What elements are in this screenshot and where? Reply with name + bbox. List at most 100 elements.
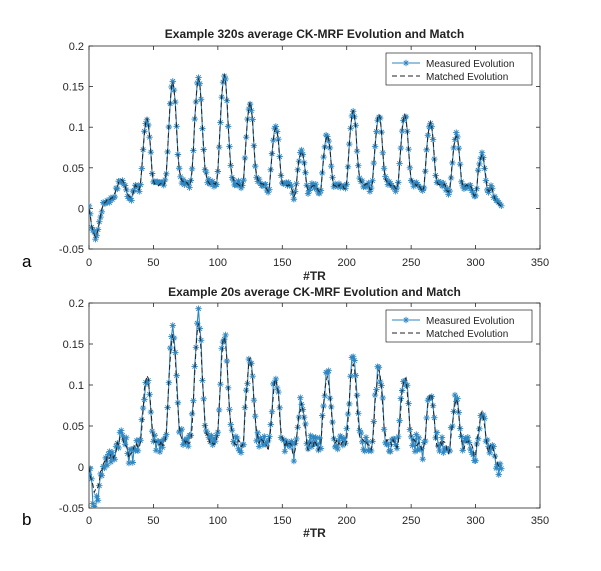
measured-point <box>333 442 340 450</box>
x-tick-label: 250 <box>402 515 420 527</box>
measured-point <box>263 186 271 194</box>
measured-point <box>196 325 204 332</box>
measured-point <box>398 127 406 135</box>
measured-point <box>395 433 402 440</box>
y-tick-label: 0.1 <box>69 122 84 134</box>
measured-point <box>313 440 321 448</box>
measured-point <box>228 174 236 181</box>
measured-point <box>266 433 273 440</box>
measured-point <box>209 441 216 449</box>
measured-point <box>106 199 113 206</box>
matched-line <box>89 323 502 495</box>
measured-point <box>227 421 234 428</box>
measured-point <box>316 190 323 197</box>
x-tick-label: 100 <box>209 515 227 527</box>
measured-point <box>406 426 414 433</box>
measured-point <box>308 443 316 450</box>
measured-point <box>112 443 120 450</box>
measured-point <box>257 434 264 442</box>
measured-point <box>173 372 180 379</box>
measured-point <box>105 451 112 458</box>
y-tick-label: -0.05 <box>59 244 84 256</box>
measured-point <box>306 438 313 446</box>
measured-point <box>464 184 472 191</box>
x-tick-label: 250 <box>402 257 420 269</box>
measured-point <box>194 320 201 327</box>
measured-point <box>411 448 419 455</box>
measured-point <box>401 377 408 385</box>
measured-point <box>89 500 97 507</box>
measured-point <box>328 163 335 170</box>
measured-point <box>371 143 379 150</box>
measured-point <box>464 434 472 441</box>
measured-point <box>460 438 468 445</box>
measured-point <box>197 337 205 344</box>
measured-point <box>134 183 142 190</box>
measured-point <box>90 503 98 508</box>
measured-point <box>275 135 282 143</box>
measured-point <box>422 437 429 445</box>
measured-point <box>235 445 242 453</box>
measured-point <box>185 443 192 450</box>
measured-point <box>324 370 331 377</box>
measured-point <box>272 123 280 130</box>
measured-point <box>375 364 383 371</box>
measured-point <box>172 349 179 356</box>
measured-point <box>311 184 318 192</box>
measured-point <box>379 149 386 157</box>
measured-point <box>250 396 258 404</box>
measured-point <box>103 462 111 469</box>
measured-point <box>357 429 365 437</box>
measured-point <box>176 165 183 172</box>
measured-point <box>356 427 363 434</box>
measured-point <box>214 428 222 436</box>
measured-point <box>181 436 188 444</box>
measured-point <box>364 439 371 446</box>
measured-point <box>364 182 371 189</box>
measured-point <box>106 448 113 455</box>
measured-point <box>478 414 486 421</box>
measured-point <box>453 398 460 405</box>
measured-point <box>121 182 129 189</box>
measured-point <box>325 367 332 374</box>
measured-point <box>431 414 438 421</box>
y-tick-label: 0 <box>78 203 84 215</box>
measured-point <box>489 185 496 192</box>
measured-point <box>330 183 338 191</box>
measured-point <box>222 75 229 83</box>
measured-point <box>291 188 299 195</box>
measured-point <box>433 429 441 436</box>
measured-point <box>406 164 414 172</box>
measured-point <box>492 464 500 472</box>
measured-point <box>297 149 304 156</box>
measured-point <box>217 381 224 388</box>
matched-line <box>89 74 502 239</box>
measured-point <box>498 465 505 472</box>
measured-point <box>188 410 196 418</box>
measured-point <box>139 404 147 412</box>
measured-point <box>383 176 390 183</box>
measured-point <box>94 497 102 504</box>
measured-point <box>264 189 272 196</box>
measured-point <box>130 445 138 452</box>
y-tick-label: 0.05 <box>63 421 84 433</box>
measured-point <box>380 165 388 172</box>
measured-point <box>208 432 215 439</box>
measured-point <box>118 427 125 434</box>
measured-point <box>236 180 243 188</box>
measured-point <box>393 184 401 192</box>
measured-point <box>340 435 348 442</box>
measured-point <box>116 178 124 185</box>
measured-point <box>387 180 394 187</box>
measured-point <box>170 86 178 94</box>
measured-point <box>214 168 222 175</box>
measured-point <box>133 437 140 444</box>
panel-label-b: b <box>22 510 32 529</box>
measured-point <box>410 183 417 190</box>
measured-point <box>476 425 483 433</box>
measured-point <box>102 454 109 462</box>
measured-point <box>114 185 121 193</box>
measured-point <box>291 440 299 447</box>
measured-point <box>293 435 300 443</box>
measured-point <box>413 179 420 186</box>
